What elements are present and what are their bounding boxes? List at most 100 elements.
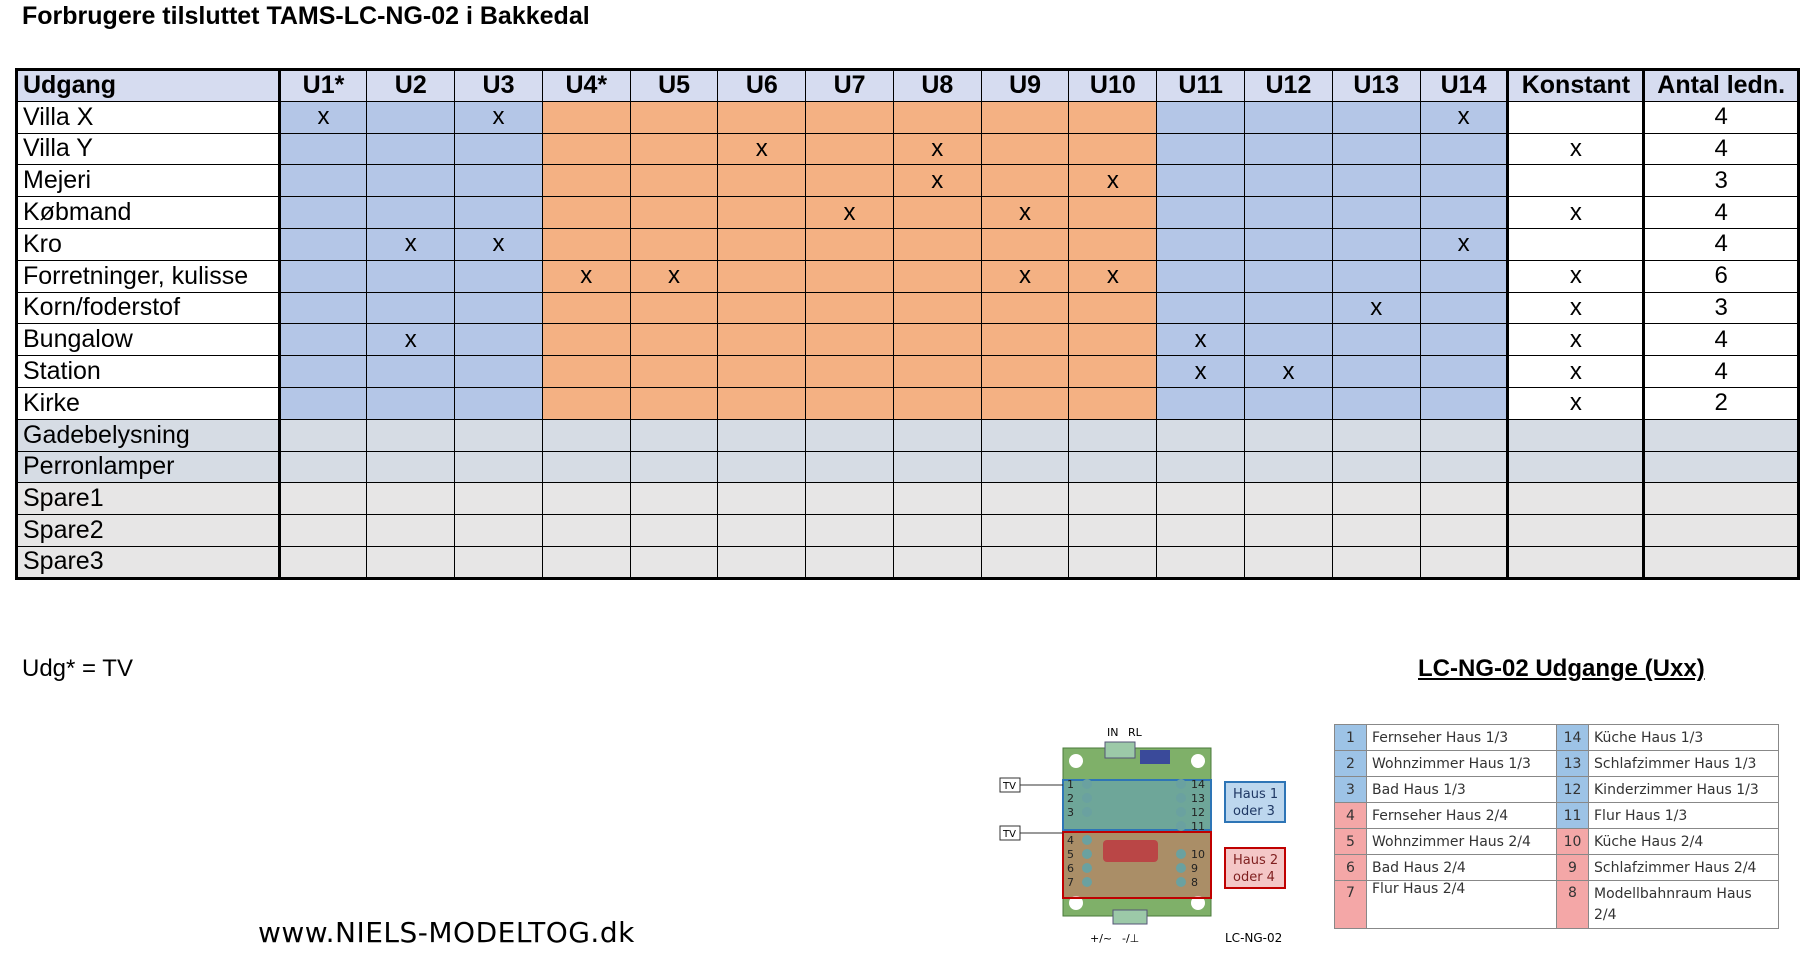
table-cell [717,355,807,388]
antal-cell [1642,514,1799,547]
legend-row: 2 Wohnzimmer Haus 1/3 13 Schlafzimmer Haus … [1334,750,1779,777]
table-cell [454,386,543,420]
table-cell [629,386,719,420]
column-header: U2 [366,69,456,102]
antal-cell [1642,418,1799,452]
table-cell [980,132,1070,166]
table-cell: x [1068,259,1158,293]
table-cell [805,259,894,293]
table-row: Station x x x 4 [16,355,1799,388]
table-cell: x [892,132,982,166]
output-legend-table: 1 Fernseher Haus 1/3 14 Küche Haus 1/3 2 Wohn… [1334,724,1779,929]
table-cell [892,418,982,452]
power-minus-label: -/⊥ [1122,932,1139,945]
screw-terminal-icon [1082,835,1092,845]
table-cell: x [454,227,543,261]
rl-label: RL [1128,726,1143,739]
table-cell [454,514,543,547]
legend-text: Flur Haus 2/4 [1366,880,1557,929]
table-cell [1419,386,1509,420]
table-cell: x [366,323,456,357]
table-cell [717,227,807,261]
table-cell [1331,164,1421,198]
table-cell [805,482,894,516]
table-cell [805,323,894,357]
pin-label: 11 [1191,820,1205,833]
legend-row: 1 Fernseher Haus 1/3 14 Küche Haus 1/3 [1334,724,1779,751]
screw-terminal-icon [1176,793,1186,803]
table-cell [1331,386,1421,420]
screw-terminal-icon [1176,849,1186,859]
legend-row: 6 Bad Haus 2/4 9 Schlafzimmer Haus 2/4 [1334,854,1779,881]
table-cell: x [1506,386,1645,420]
table-row: Forretninger, kulisse x x x x x 6 [16,259,1799,293]
table-cell: x [1506,355,1645,388]
antal-cell: 4 [1642,323,1799,357]
table-cell [717,545,807,579]
antal-cell: 4 [1642,196,1799,229]
table-cell [278,450,368,484]
table-cell [629,164,719,198]
table-cell [1419,482,1509,516]
table-cell [454,355,543,388]
legend-number: 2 [1334,750,1367,777]
table-cell [980,482,1070,516]
table-cell [1244,514,1333,547]
haus2-label: Haus 2 [1233,853,1278,868]
screw-terminal-icon [1176,877,1186,887]
antal-cell [1642,450,1799,484]
table-cell [1331,545,1421,579]
table-cell [892,482,982,516]
table-cell [454,450,543,484]
table-cell [1419,450,1509,484]
table-cell [1068,386,1158,420]
in-label: IN [1107,726,1118,739]
table-cell [629,355,719,388]
table-cell [366,164,456,198]
pin-label: 14 [1191,778,1205,791]
table-cell: x [1331,291,1421,325]
table-cell [1244,164,1333,198]
table-cell [541,100,631,134]
table-cell: x [1156,323,1246,357]
table-cell [717,482,807,516]
table-cell [629,227,719,261]
screw-terminal-icon [1082,849,1092,859]
table-cell [892,259,982,293]
row-label: Station [16,355,281,388]
table-cell [1068,227,1158,261]
table-cell: x [717,132,807,166]
table-cell [541,291,631,325]
antal-cell: 3 [1642,164,1799,198]
table-row: Mejeri x x 3 [16,164,1799,198]
column-header: U1* [278,69,368,102]
legend-number: 7 [1334,880,1367,929]
table-cell: x [1506,132,1645,166]
table-cell [1419,196,1509,229]
table-cell [366,259,456,293]
pin-label: 7 [1067,876,1074,889]
table-cell [980,450,1070,484]
table-cell [1244,450,1333,484]
table-cell [629,132,719,166]
table-cell [366,482,456,516]
table-cell [1331,418,1421,452]
table-cell [980,386,1070,420]
legend-number: 14 [1556,724,1589,751]
table-cell: x [541,259,631,293]
table-cell [454,291,543,325]
table-cell [805,355,894,388]
table-cell: x [278,100,368,134]
table-cell [892,514,982,547]
pin-label: 9 [1191,862,1198,875]
power-plus-label: +/~ [1090,932,1112,945]
mounting-hole-icon [1191,896,1205,910]
screw-terminal-icon [1176,821,1186,831]
row-label: Bungalow [16,323,281,357]
table-row: Kirke x 2 [16,386,1799,420]
table-cell [805,386,894,420]
table-cell [541,132,631,166]
table-cell [717,164,807,198]
table-cell [1068,450,1158,484]
consumer-table: Udgang U1* U2 U3 U4* U5 U6 U7 U8 U9 U10 U11 U12 U13 U1… [15,68,1800,580]
